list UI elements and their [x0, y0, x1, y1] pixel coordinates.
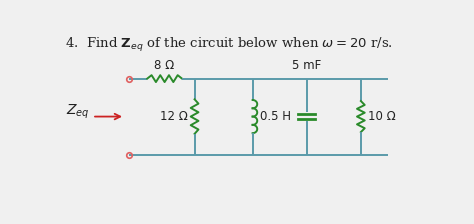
Text: 8 Ω: 8 Ω [155, 59, 175, 72]
Text: 4.  Find $\mathbf{Z}_{eq}$ of the circuit below when $\omega = 20$ r/s.: 4. Find $\mathbf{Z}_{eq}$ of the circuit… [65, 35, 393, 54]
Text: 0.5 H: 0.5 H [260, 110, 291, 123]
Text: 5 mF: 5 mF [292, 59, 321, 72]
Text: 10 Ω: 10 Ω [368, 110, 396, 123]
Text: 12 Ω: 12 Ω [160, 110, 188, 123]
Text: $Z_{eq}$: $Z_{eq}$ [66, 102, 90, 121]
